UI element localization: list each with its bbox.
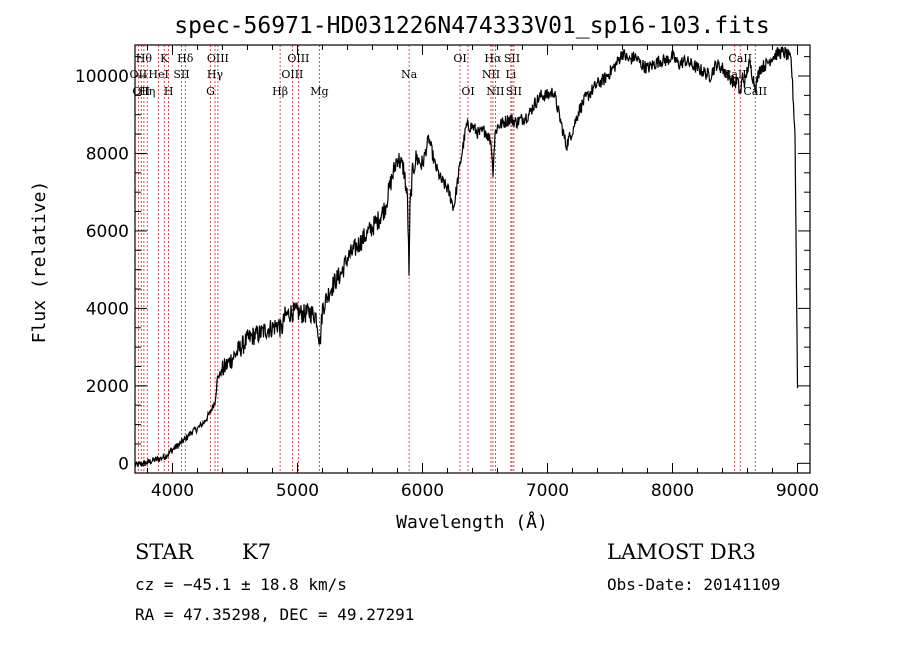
spectral-line-label: Mg <box>310 85 328 98</box>
x-tick-label: 8000 <box>651 481 694 501</box>
sky-coordinates: RA = 47.35298, DEC = 49.27291 <box>135 605 415 624</box>
x-tick-label: 9000 <box>776 481 819 501</box>
survey-name: LAMOST DR3 <box>607 540 756 564</box>
x-axis-label: Wavelength (Å) <box>396 511 548 533</box>
spectral-line-label: HeI <box>148 68 168 81</box>
spectral-line-label: OIII <box>207 52 229 65</box>
y-tick-label: 0 <box>118 454 129 474</box>
spectral-line-label: Na <box>401 68 418 81</box>
spectrum-series-line <box>134 45 799 468</box>
plot-frame <box>134 44 811 474</box>
x-tick-label: 6000 <box>401 481 444 501</box>
spectral-line-label: Hγ <box>207 68 224 81</box>
spectral-line-label: SII <box>506 85 522 98</box>
x-tick-label: 5000 <box>276 481 319 501</box>
spectral-line-label: OI <box>453 52 466 65</box>
spectral-line-label: Li <box>505 68 516 81</box>
x-tick-label: 7000 <box>526 481 569 501</box>
redshift-cz: cz = −45.1 ± 18.8 km/s <box>135 575 347 594</box>
spectral-line-label: Hα <box>484 52 502 65</box>
spectral-line-label: G <box>206 85 215 98</box>
spectrum-chart: spec-56971-HD031226N474333V01_sp16-103.f… <box>29 13 819 533</box>
chart-title: spec-56971-HD031226N474333V01_sp16-103.f… <box>174 13 769 39</box>
spectral-line-label: Hβ <box>272 85 288 98</box>
y-tick-label: 4000 <box>86 299 129 319</box>
object-type: STAR <box>135 540 194 564</box>
spectral-line-label: CaII <box>728 52 752 65</box>
y-tick-label: 10000 <box>75 67 129 87</box>
spectral-line-label: OIII <box>281 68 303 81</box>
spectral-line-label: Hθ <box>136 52 153 65</box>
spectral-line-markers: OII OII Hθ Hη HeI K H SII Hδ G Hγ OIII Hβ OIII OIII Mg N… <box>130 45 767 473</box>
spectral-line-label: OII <box>130 68 148 81</box>
spectral-line-label: OI <box>461 85 474 98</box>
spectral-line-label: H <box>164 85 174 98</box>
y-axis-label: Flux (relative) <box>29 181 50 344</box>
spectral-line-label: NII <box>482 68 500 81</box>
spectral-line-label: NII <box>486 85 504 98</box>
y-tick-label: 6000 <box>86 222 129 242</box>
spectral-line-label: OIII <box>287 52 309 65</box>
spectral-line-label: K <box>160 52 169 65</box>
spectral-line-label: Hη <box>139 85 155 98</box>
y-tick-label: 2000 <box>86 377 129 397</box>
spectral-line-label: Hδ <box>177 52 194 65</box>
spectral-line-label: OII <box>132 85 150 98</box>
spectral-line-label: SII <box>173 68 189 81</box>
observation-date: Obs-Date: 20141109 <box>607 575 781 594</box>
object-subclass: K7 <box>242 540 272 564</box>
axis-ticks: 4000 5000 6000 7000 8000 9000 0 2000 4000 6000 800… <box>75 45 819 501</box>
y-tick-label: 8000 <box>86 144 129 164</box>
x-tick-label: 4000 <box>151 481 194 501</box>
spectral-line-label: SII <box>504 52 520 65</box>
